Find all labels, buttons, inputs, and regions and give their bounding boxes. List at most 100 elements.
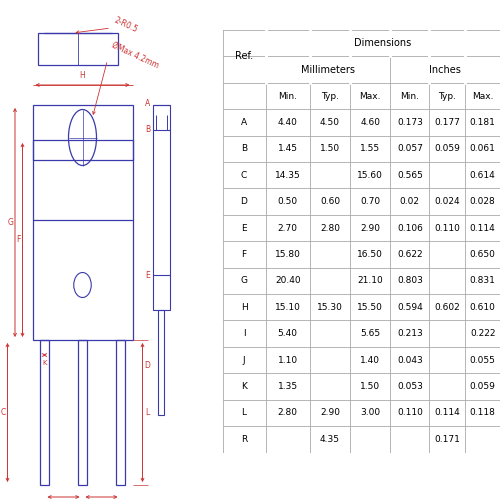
Bar bbox=[32, 140, 132, 340]
Text: 0.831: 0.831 bbox=[470, 276, 496, 285]
Text: 0.213: 0.213 bbox=[397, 329, 422, 338]
Text: 0.061: 0.061 bbox=[470, 144, 496, 154]
Text: 20.40: 20.40 bbox=[275, 276, 300, 285]
Text: E: E bbox=[146, 270, 150, 280]
Text: 4.35: 4.35 bbox=[320, 435, 340, 444]
Text: 0.106: 0.106 bbox=[397, 224, 423, 232]
Text: 1.10: 1.10 bbox=[278, 356, 298, 364]
Text: 0.059: 0.059 bbox=[470, 382, 496, 391]
Bar bbox=[158, 310, 164, 415]
Text: R: R bbox=[241, 435, 247, 444]
Text: 4.40: 4.40 bbox=[278, 118, 297, 127]
Text: Max.: Max. bbox=[360, 92, 381, 100]
Text: 0.043: 0.043 bbox=[397, 356, 422, 364]
Text: 2.70: 2.70 bbox=[278, 224, 297, 232]
Text: 0.059: 0.059 bbox=[434, 144, 460, 154]
Text: 0.60: 0.60 bbox=[320, 197, 340, 206]
Text: B: B bbox=[241, 144, 247, 154]
Text: 1.50: 1.50 bbox=[360, 382, 380, 391]
Text: H: H bbox=[80, 71, 86, 80]
Bar bbox=[38, 33, 117, 65]
Text: 2-R0.5: 2-R0.5 bbox=[112, 16, 139, 34]
Text: F: F bbox=[16, 236, 20, 244]
Text: 15.30: 15.30 bbox=[317, 303, 343, 312]
Text: D: D bbox=[240, 197, 248, 206]
Text: 0.024: 0.024 bbox=[434, 197, 460, 206]
Text: 0.614: 0.614 bbox=[470, 170, 496, 179]
Text: G: G bbox=[240, 276, 248, 285]
Text: 0.70: 0.70 bbox=[360, 197, 380, 206]
Text: Ref.: Ref. bbox=[235, 52, 253, 62]
Text: 5.40: 5.40 bbox=[278, 329, 297, 338]
Text: K: K bbox=[42, 360, 47, 366]
Text: C: C bbox=[0, 408, 6, 417]
Text: E: E bbox=[241, 224, 247, 232]
Text: 0.171: 0.171 bbox=[434, 435, 460, 444]
Text: 0.565: 0.565 bbox=[397, 170, 423, 179]
Text: B: B bbox=[146, 126, 150, 134]
Text: I: I bbox=[242, 329, 246, 338]
Text: Typ.: Typ. bbox=[321, 92, 339, 100]
Text: 2.80: 2.80 bbox=[278, 408, 297, 418]
Text: H: H bbox=[240, 303, 248, 312]
Bar bbox=[152, 105, 170, 310]
Text: A: A bbox=[241, 118, 247, 127]
Text: Max.: Max. bbox=[472, 92, 494, 100]
Text: 0.110: 0.110 bbox=[434, 224, 460, 232]
Text: L: L bbox=[145, 408, 149, 417]
Text: ØMax 4.2mm: ØMax 4.2mm bbox=[110, 40, 160, 70]
Text: 1.40: 1.40 bbox=[360, 356, 380, 364]
Text: 1.35: 1.35 bbox=[278, 382, 298, 391]
Text: 2.90: 2.90 bbox=[320, 408, 340, 418]
Text: Typ.: Typ. bbox=[438, 92, 456, 100]
Text: 0.114: 0.114 bbox=[470, 224, 496, 232]
Text: F: F bbox=[242, 250, 246, 259]
Text: 0.118: 0.118 bbox=[470, 408, 496, 418]
Text: 0.222: 0.222 bbox=[470, 329, 496, 338]
Text: 1.50: 1.50 bbox=[320, 144, 340, 154]
Text: C: C bbox=[241, 170, 247, 179]
Text: 1.45: 1.45 bbox=[278, 144, 297, 154]
Bar bbox=[116, 340, 125, 485]
Text: G: G bbox=[7, 218, 13, 227]
Text: 15.10: 15.10 bbox=[275, 303, 300, 312]
Text: 0.50: 0.50 bbox=[278, 197, 298, 206]
Text: 2.80: 2.80 bbox=[320, 224, 340, 232]
Text: 3.00: 3.00 bbox=[360, 408, 380, 418]
Text: A: A bbox=[145, 100, 150, 108]
Text: 0.055: 0.055 bbox=[470, 356, 496, 364]
Text: 0.057: 0.057 bbox=[397, 144, 423, 154]
Text: 0.610: 0.610 bbox=[470, 303, 496, 312]
Text: 0.602: 0.602 bbox=[434, 303, 460, 312]
Text: 0.803: 0.803 bbox=[397, 276, 423, 285]
Text: L: L bbox=[242, 408, 246, 418]
Text: 0.053: 0.053 bbox=[397, 382, 423, 391]
Text: 21.10: 21.10 bbox=[358, 276, 383, 285]
Text: 5.65: 5.65 bbox=[360, 329, 380, 338]
Text: Inches: Inches bbox=[430, 64, 461, 74]
Text: 0.110: 0.110 bbox=[397, 408, 423, 418]
Text: 0.177: 0.177 bbox=[434, 118, 460, 127]
Text: Min.: Min. bbox=[400, 92, 419, 100]
Bar bbox=[32, 105, 132, 160]
Text: Dimensions: Dimensions bbox=[354, 38, 412, 48]
Text: 15.50: 15.50 bbox=[358, 303, 383, 312]
Bar bbox=[78, 340, 87, 485]
Text: 0.181: 0.181 bbox=[470, 118, 496, 127]
Text: 0.114: 0.114 bbox=[434, 408, 460, 418]
Text: 0.173: 0.173 bbox=[397, 118, 423, 127]
Text: 2.90: 2.90 bbox=[360, 224, 380, 232]
Text: 1.55: 1.55 bbox=[360, 144, 380, 154]
Text: K: K bbox=[241, 382, 247, 391]
Text: 15.80: 15.80 bbox=[275, 250, 300, 259]
Text: 16.50: 16.50 bbox=[358, 250, 383, 259]
Text: 0.594: 0.594 bbox=[397, 303, 422, 312]
Text: D: D bbox=[144, 360, 150, 370]
Bar bbox=[40, 340, 49, 485]
Text: 14.35: 14.35 bbox=[275, 170, 300, 179]
Text: J: J bbox=[242, 356, 246, 364]
Text: 0.650: 0.650 bbox=[470, 250, 496, 259]
Text: 15.60: 15.60 bbox=[358, 170, 383, 179]
Text: 0.622: 0.622 bbox=[397, 250, 422, 259]
Text: 0.028: 0.028 bbox=[470, 197, 496, 206]
